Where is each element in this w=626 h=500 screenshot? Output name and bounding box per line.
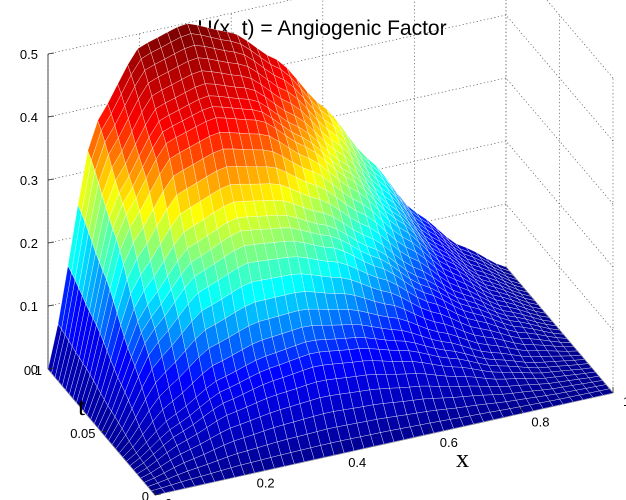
z-tick-label: 0.4: [20, 110, 38, 125]
x-axis-label: x: [456, 444, 469, 473]
x-tick-label: 0: [165, 496, 172, 500]
t-tick-mark: [101, 430, 108, 433]
z-tick-mark: [47, 52, 55, 55]
z-tick-mark: [47, 115, 55, 118]
z-tick-label: 0.2: [20, 236, 38, 251]
grid-line: [505, 140, 614, 268]
x-tick-label: 0.6: [440, 435, 458, 450]
t-tick-label: 0.1: [24, 363, 42, 378]
z-tick-label: 0.5: [20, 47, 38, 62]
x-tick-label: 0.4: [348, 455, 366, 470]
x-tick-label: 0.2: [257, 476, 275, 491]
x-tick-label: 1: [623, 394, 626, 409]
grid-line: [505, 77, 614, 205]
axis-ticks: 00.10.20.30.40.500.20.40.60.8100.050.1: [20, 47, 626, 500]
surface-cell: [599, 388, 614, 396]
t-axis-label: t: [78, 392, 86, 421]
t-tick-label: 0: [142, 489, 149, 500]
z-tick-label: 0: [31, 362, 38, 377]
grid-line: [505, 14, 614, 142]
grid-line: [505, 203, 614, 331]
z-tick-label: 0.1: [20, 299, 38, 314]
t-tick-mark: [47, 367, 55, 370]
t-tick-mark: [154, 493, 162, 496]
z-tick-label: 0.3: [20, 173, 38, 188]
z-tick-mark: [47, 241, 55, 244]
x-tick-label: 0.8: [531, 414, 549, 429]
surface-mesh: [47, 23, 614, 496]
grid-line: [47, 0, 293, 55]
t-tick-label: 0.05: [70, 426, 95, 441]
z-tick-mark: [47, 304, 55, 307]
chart-title: U(x, t) = Angiogenic Factor: [197, 17, 446, 40]
z-tick-mark: [47, 178, 55, 181]
